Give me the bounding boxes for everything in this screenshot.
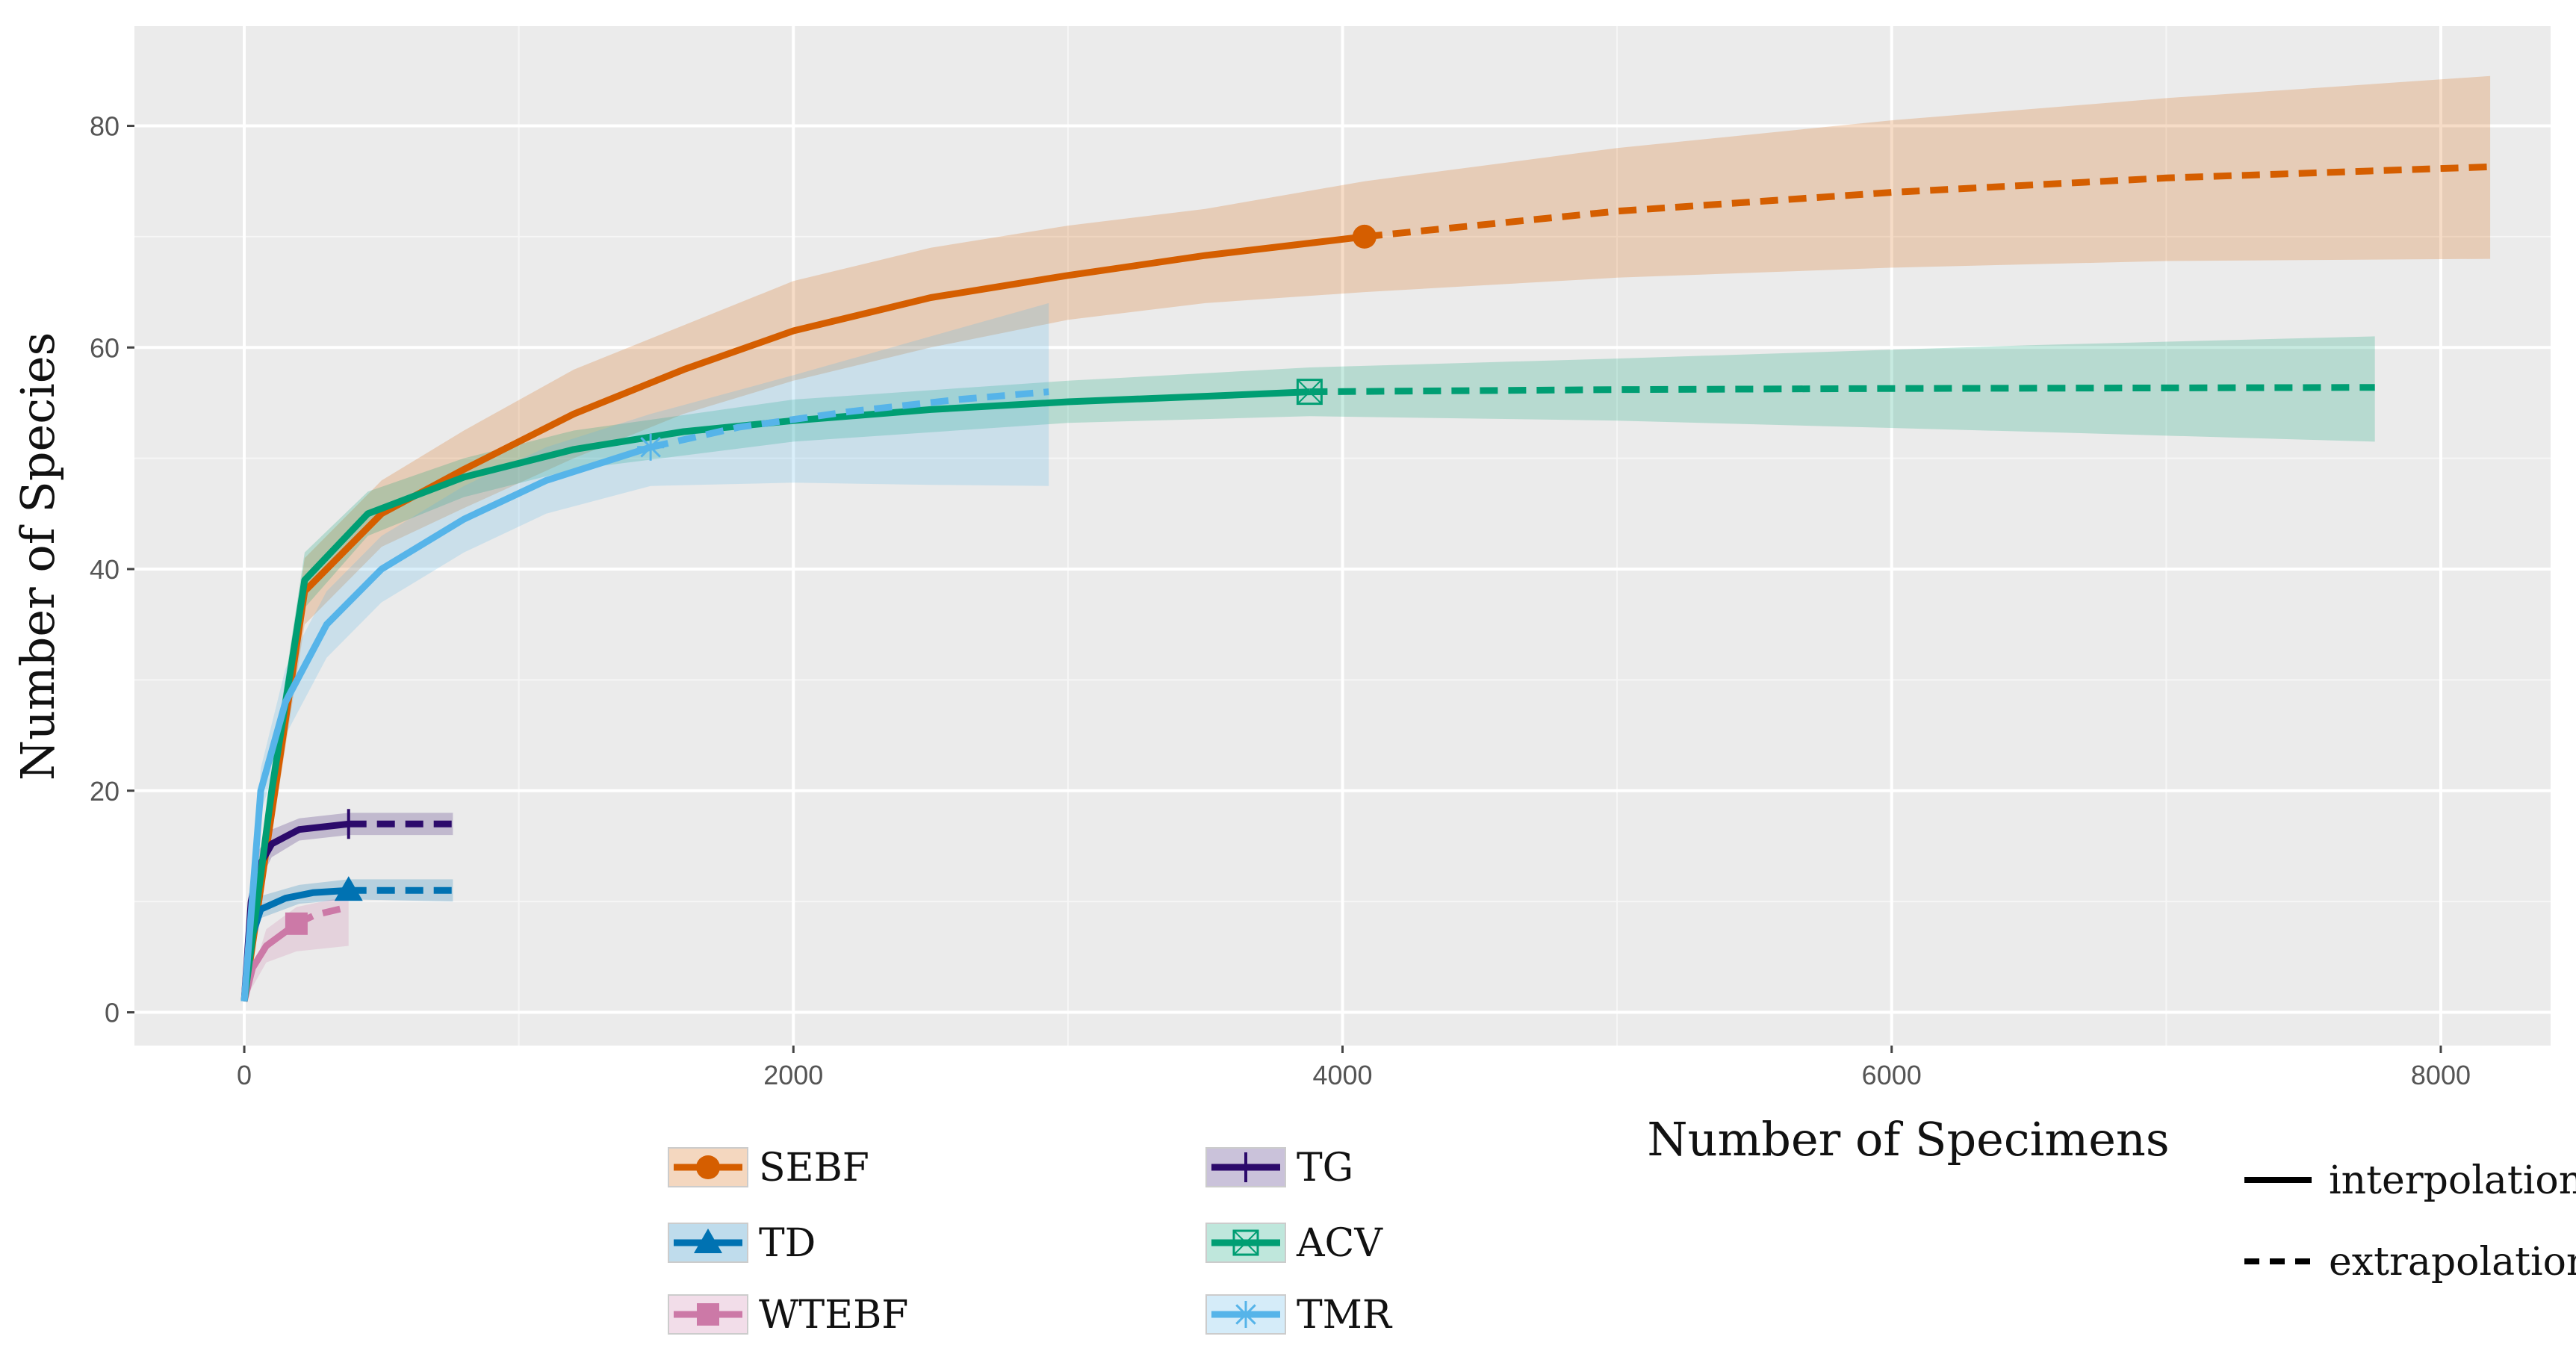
y-tick-label: 20 (90, 776, 120, 807)
major-gridlines (134, 26, 2551, 1046)
linetype-label-extrapolation: extrapolation (2329, 1240, 2576, 1285)
ci-ribbon-tg (244, 813, 453, 1001)
legend-marker-td-shape (694, 1229, 722, 1253)
y-tick-label: 80 (90, 111, 120, 142)
legend-label-wtebf: WTEBF (759, 1293, 908, 1338)
y-tick-label: 40 (90, 554, 120, 585)
legend-key-acv (1205, 1223, 1286, 1263)
observed-point-td-shape (334, 876, 363, 901)
legend-marker-acv-shape-box (1232, 1229, 1259, 1256)
extrapolation-line-tmr (650, 388, 1049, 451)
legend-key-td (668, 1223, 748, 1263)
x-tick-label: 2000 (763, 1060, 823, 1090)
y-tick-label: 0 (105, 997, 120, 1028)
observed-point-tg (333, 809, 364, 839)
extrapolation-line-sebf (1364, 163, 2491, 240)
legend-marker-wtebf (697, 1303, 719, 1326)
observed-point-wtebf (285, 912, 308, 935)
x-tick-label: 4000 (1312, 1060, 1372, 1090)
legend-label-acv: ACV (1296, 1221, 1383, 1266)
legend: SEBF TD WTEBF TG ACV TMR (668, 1146, 1393, 1338)
observed-point-tmr-shape-3 (640, 437, 661, 458)
x-tick-label: 6000 (1862, 1060, 1922, 1090)
legend-marker-acv-shape-x2 (1233, 1230, 1258, 1255)
legend-key-tmr (1205, 1294, 1286, 1335)
axes: 0 2000 4000 6000 8000 0 20 40 60 80 (90, 111, 2471, 1090)
interpolation-line-acv (240, 388, 1310, 1002)
legend-key-wtebf (668, 1294, 748, 1335)
linetype-legend: interpolation extrapolation (2244, 1158, 2576, 1285)
ci-ribbon-sebf (244, 75, 2491, 1001)
legend-marker-sebf-shape (696, 1155, 720, 1179)
legend-marker-tg (1231, 1152, 1261, 1182)
observed-markers (285, 224, 1377, 935)
interpolation-line-tmr (240, 444, 652, 1002)
y-tick-label: 60 (90, 332, 120, 363)
observed-point-tmr (637, 433, 665, 461)
legend-marker-acv (1232, 1229, 1259, 1256)
x-tick-label: 8000 (2411, 1060, 2471, 1090)
legend-label-sebf: SEBF (759, 1146, 869, 1190)
legend-marker-tmr-shape-3 (1235, 1304, 1256, 1325)
observed-point-acv (1296, 379, 1323, 406)
series-lines (240, 163, 2491, 1002)
ci-ribbon-acv (244, 336, 2375, 1001)
y-axis-title: Number of Species (10, 332, 65, 781)
legend-label-tg: TG (1297, 1146, 1353, 1190)
legend-marker-tmr (1232, 1301, 1259, 1328)
legend-marker-sebf (696, 1155, 720, 1179)
ci-ribbon-td (244, 879, 453, 1001)
legend-label-td: TD (759, 1221, 816, 1266)
x-axis-title: Number of Specimens (1647, 1112, 2169, 1167)
legend-key-tg (1205, 1147, 1286, 1187)
ci-ribbon-tmr (244, 302, 1049, 1001)
linetype-label-interpolation: interpolation (2329, 1158, 2576, 1203)
confidence-ribbons (244, 75, 2491, 1001)
observed-point-sebf-shape (1352, 224, 1377, 249)
legend-marker-wtebf-shape (697, 1303, 719, 1326)
x-tick-label: 0 (237, 1060, 252, 1090)
extrapolation-line-acv (1309, 384, 2375, 396)
legend-label-tmr: TMR (1297, 1293, 1393, 1338)
legend-marker-td (694, 1229, 722, 1253)
observed-point-wtebf-shape (285, 912, 308, 935)
observed-point-acv-shape-box (1296, 379, 1323, 406)
legend-key-sebf (668, 1147, 748, 1187)
ci-ribbon-wtebf (244, 895, 349, 1001)
observed-point-sebf (1352, 224, 1377, 249)
observed-point-acv-shape-x2 (1297, 379, 1323, 405)
observed-point-td (334, 876, 363, 901)
